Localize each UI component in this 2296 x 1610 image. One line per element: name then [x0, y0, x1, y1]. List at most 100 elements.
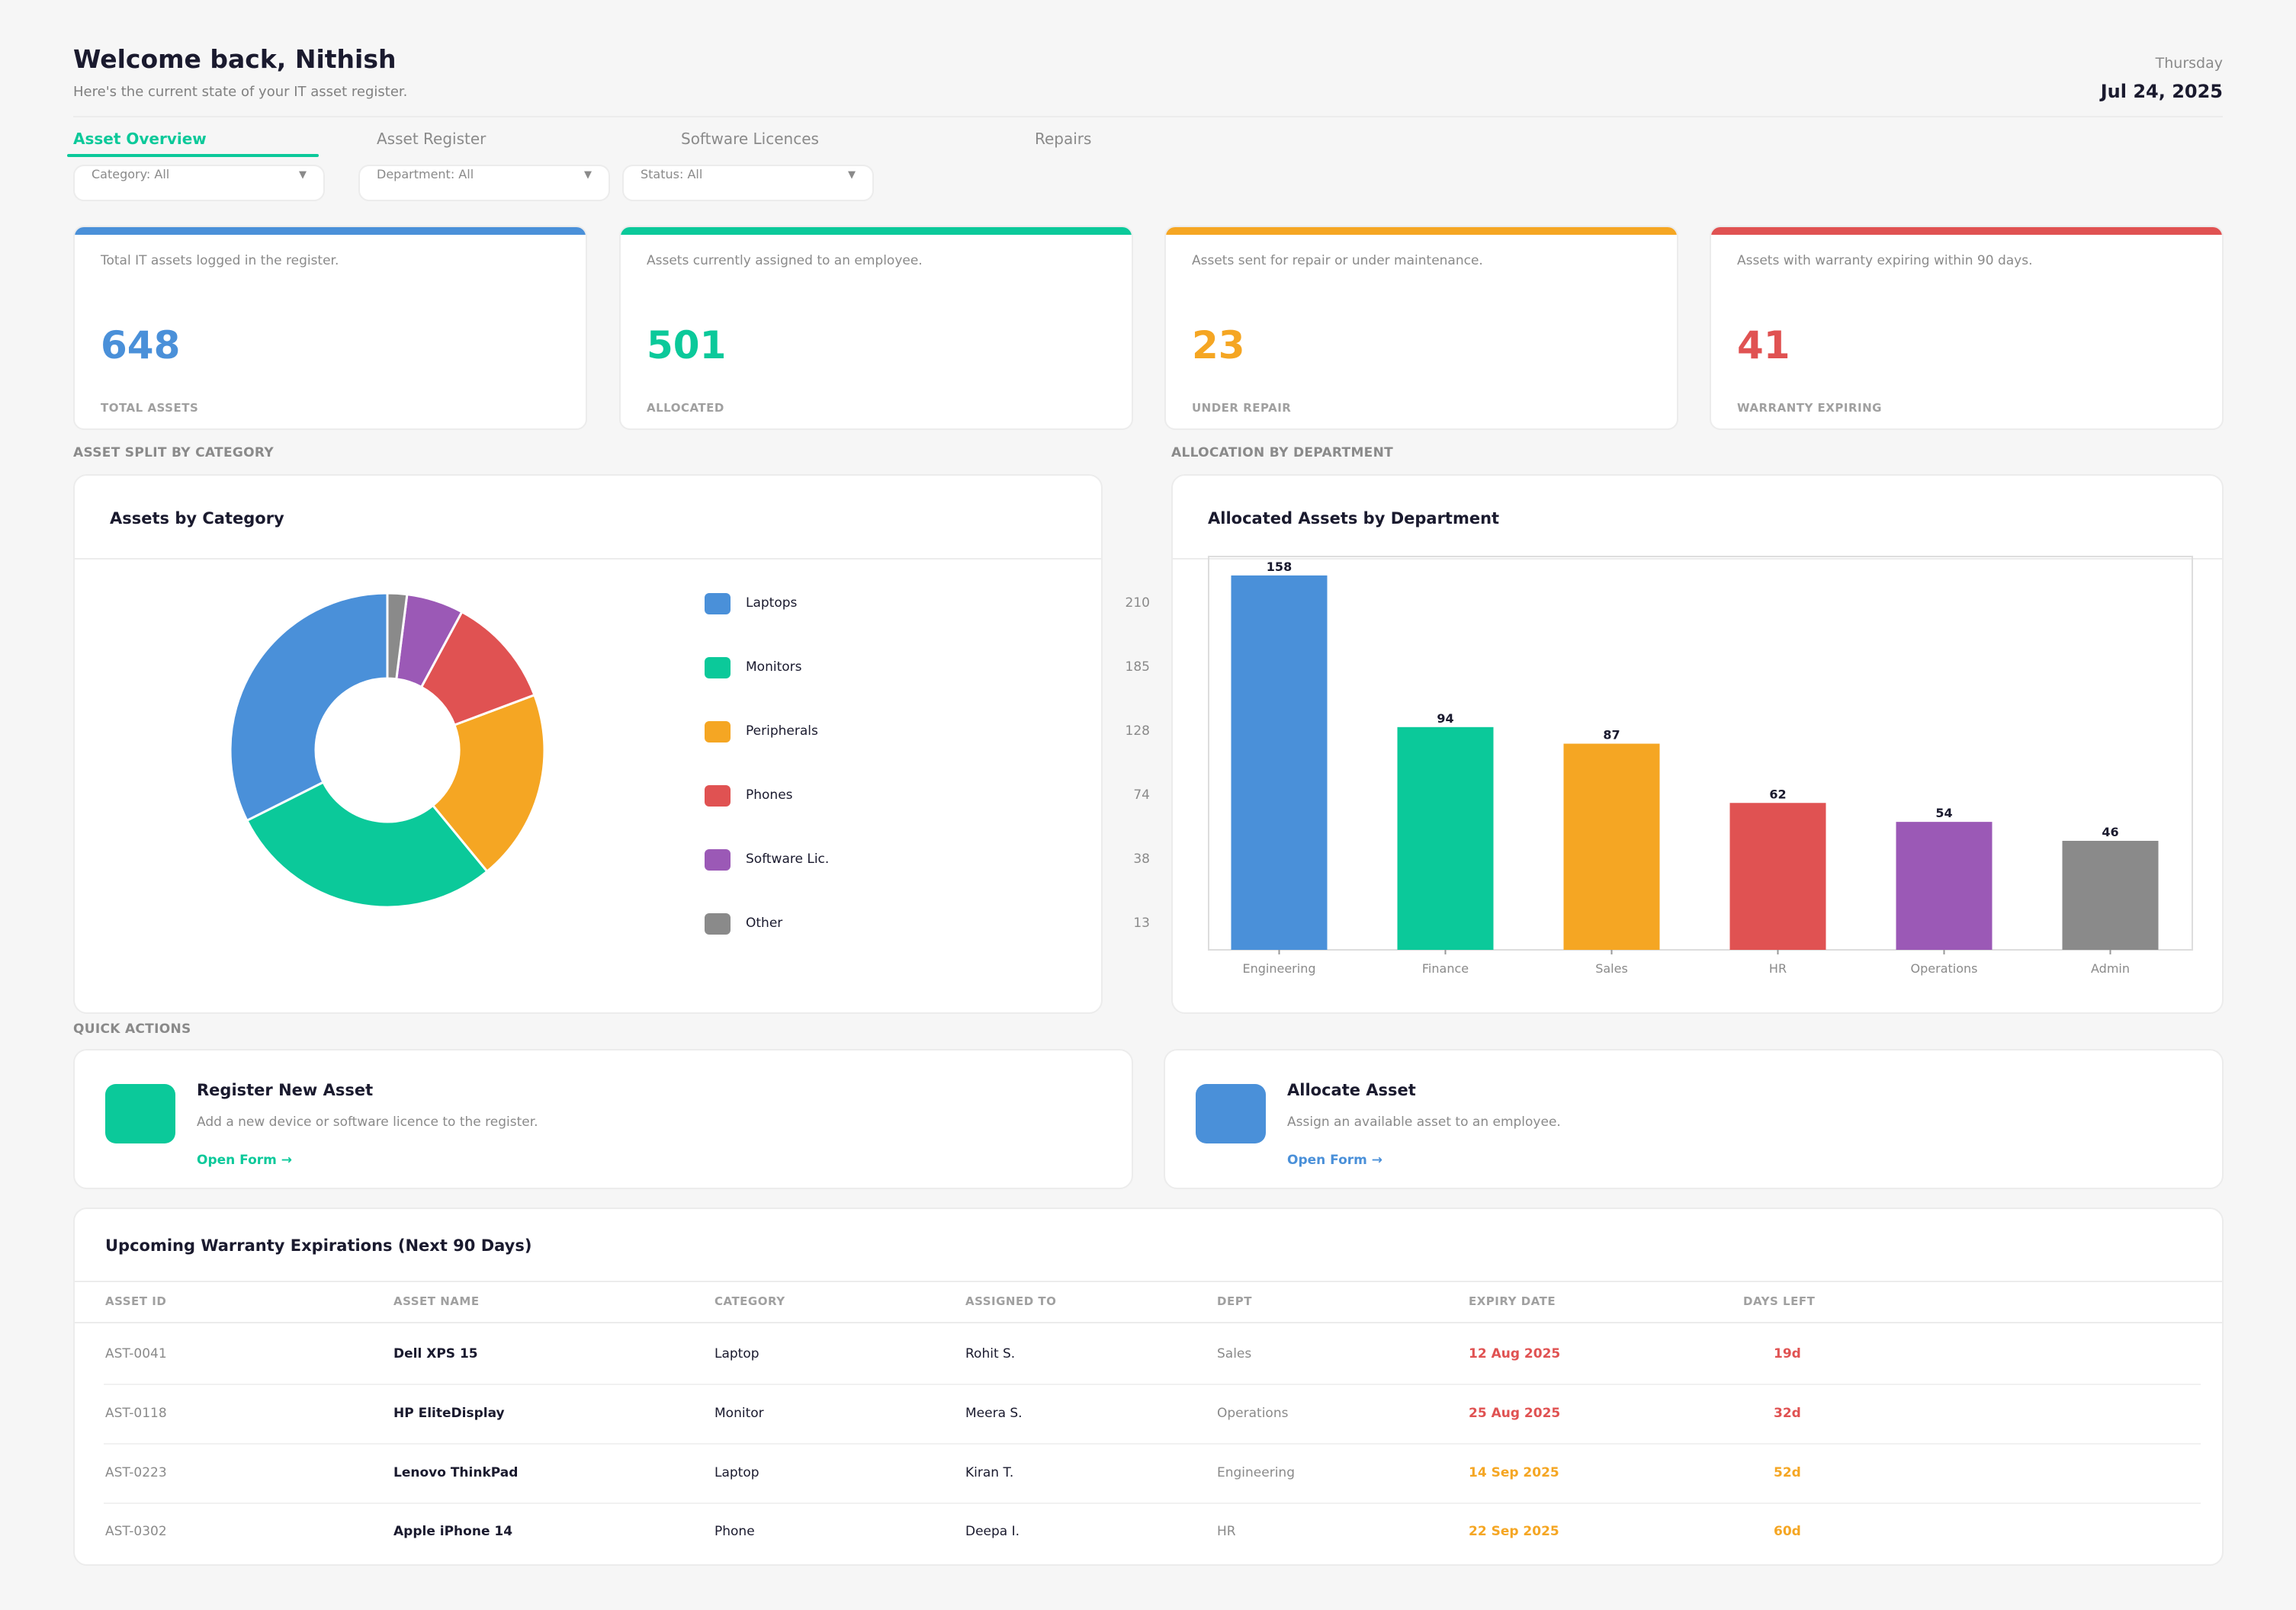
tab-asset-register[interactable]: Asset Register	[377, 130, 486, 148]
row-divider	[104, 1384, 2201, 1385]
bar-admin	[2062, 841, 2159, 950]
kpi-caption: WARRANTY EXPIRING	[1737, 401, 1882, 415]
category-filter-label: Category: All	[92, 167, 170, 181]
x-axis-tick-label: Operations	[1911, 961, 1978, 976]
status-filter[interactable]: Status: All ▼	[622, 165, 874, 201]
kpi-card-total-assets: Total IT assets logged in the register. …	[73, 226, 587, 430]
header-divider	[75, 1322, 2222, 1323]
x-axis-tick-label: Finance	[1422, 961, 1469, 976]
legend-swatch	[705, 657, 731, 678]
warranty-table-card: Upcoming Warranty Expirations (Next 90 D…	[73, 1208, 2224, 1566]
cell-days-left: 32d	[1774, 1406, 1801, 1421]
category-donut-chart	[229, 592, 546, 909]
kpi-description: Assets currently assigned to an employee…	[647, 253, 923, 268]
cell-asset-id: AST-0041	[105, 1346, 167, 1361]
category-chart-card: Assets by Category Laptops 210 Monitors …	[73, 474, 1150, 1014]
cell-category: Monitor	[714, 1406, 764, 1421]
legend-label: Monitors	[746, 659, 802, 675]
cell-asset-id: AST-0223	[105, 1465, 167, 1480]
cell-assigned-to: Rohit S.	[965, 1346, 1016, 1361]
category-chart-title: Assets by Category	[110, 509, 284, 528]
allocate-asset-open-form-link[interactable]: Open Form →	[1287, 1153, 1383, 1168]
column-header-assigned-to: ASSIGNED TO	[965, 1294, 1057, 1308]
status-filter-label: Status: All	[641, 167, 703, 181]
cell-days-left: 19d	[1774, 1346, 1801, 1361]
legend-count: 210	[1125, 595, 1150, 611]
register-asset-icon	[105, 1084, 175, 1143]
tab-software-licences[interactable]: Software Licences	[681, 130, 819, 148]
kpi-value: 23	[1192, 323, 1245, 367]
warranty-table-title: Upcoming Warranty Expirations (Next 90 D…	[105, 1236, 532, 1255]
plot-frame	[1208, 556, 2193, 951]
kpi-accent-bar	[1166, 227, 1677, 235]
quick-action-description: Add a new device or software licence to …	[197, 1114, 538, 1130]
bar-hr	[1729, 803, 1826, 950]
cell-category: Laptop	[714, 1346, 759, 1361]
kpi-caption: UNDER REPAIR	[1192, 401, 1292, 415]
bar-engineering	[1231, 575, 1328, 950]
column-header-days-left: DAYS LEFT	[1743, 1294, 1816, 1308]
bar-value-label: 46	[2102, 825, 2118, 839]
legend-count: 128	[1125, 723, 1150, 739]
legend-count: 74	[1133, 787, 1150, 803]
cell-category: Laptop	[714, 1465, 759, 1480]
bar-sales	[1563, 743, 1660, 950]
cell-days-left: 60d	[1774, 1524, 1801, 1539]
kpi-card-warranty-expiring: Assets with warranty expiring within 90 …	[1710, 226, 2224, 430]
header-divider	[73, 116, 2223, 117]
cell-dept: Sales	[1217, 1346, 1252, 1361]
department-filter[interactable]: Department: All ▼	[358, 165, 610, 201]
legend-label: Peripherals	[746, 723, 818, 739]
cell-dept: HR	[1217, 1524, 1236, 1539]
donut-slice-peripherals	[431, 693, 546, 874]
card-divider	[75, 558, 1101, 560]
row-divider	[104, 1503, 2201, 1504]
legend-swatch	[705, 849, 731, 871]
legend-label: Laptops	[746, 595, 798, 611]
category-filter[interactable]: Category: All ▼	[73, 165, 325, 201]
cell-asset-name: HP EliteDisplay	[393, 1406, 505, 1421]
bar-value-label: 87	[1603, 728, 1620, 742]
bar-finance	[1397, 726, 1494, 950]
kpi-caption: ALLOCATED	[647, 401, 724, 415]
cell-asset-id: AST-0118	[105, 1406, 167, 1421]
legend-item-phones: Phones 74	[705, 785, 1150, 808]
x-axis-tick-label: Sales	[1595, 961, 1628, 976]
cell-dept: Operations	[1217, 1406, 1289, 1421]
legend-label: Software Lic.	[746, 852, 830, 867]
legend-item-laptops: Laptops 210	[705, 593, 1150, 616]
bar-operations	[1896, 822, 1993, 950]
legend-count: 38	[1133, 852, 1150, 867]
quick-action-register-asset: Register New Asset Add a new device or s…	[73, 1049, 1133, 1189]
kpi-accent-bar	[75, 227, 586, 235]
cell-category: Phone	[714, 1524, 755, 1539]
department-chart-card: Allocated Assets by Department 158 Engine…	[1171, 474, 2224, 1014]
section-label-category: ASSET SPLIT BY CATEGORY	[73, 445, 274, 460]
cell-assigned-to: Deepa I.	[965, 1524, 1020, 1539]
card-divider	[75, 1281, 2222, 1282]
cell-expiry-date: 22 Sep 2025	[1469, 1524, 1559, 1539]
legend-count: 13	[1133, 916, 1150, 931]
bar-value-label: 54	[1935, 806, 1952, 820]
kpi-value: 501	[647, 323, 727, 367]
kpi-accent-bar	[621, 227, 1132, 235]
legend-swatch	[705, 913, 731, 935]
bar-value-label: 158	[1267, 560, 1292, 574]
department-filter-label: Department: All	[377, 167, 474, 181]
column-header-asset-id: ASSET ID	[105, 1294, 167, 1308]
current-date: Jul 24, 2025	[2100, 81, 2223, 102]
legend-label: Other	[746, 916, 783, 931]
kpi-description: Assets sent for repair or under maintena…	[1192, 253, 1483, 268]
legend-label: Phones	[746, 787, 793, 803]
kpi-description: Assets with warranty expiring within 90 …	[1737, 253, 2033, 268]
column-header-category: CATEGORY	[714, 1294, 785, 1308]
register-asset-open-form-link[interactable]: Open Form →	[197, 1153, 293, 1168]
tab-asset-overview[interactable]: Asset Overview	[73, 130, 207, 148]
donut-slice-laptops	[229, 592, 389, 823]
quick-action-title: Allocate Asset	[1287, 1081, 1416, 1099]
kpi-card-under-repair: Assets sent for repair or under maintena…	[1164, 226, 1678, 430]
cell-expiry-date: 12 Aug 2025	[1469, 1346, 1561, 1361]
tab-repairs[interactable]: Repairs	[1035, 130, 1092, 148]
quick-action-description: Assign an available asset to an employee…	[1287, 1114, 1561, 1130]
legend-count: 185	[1125, 659, 1150, 675]
